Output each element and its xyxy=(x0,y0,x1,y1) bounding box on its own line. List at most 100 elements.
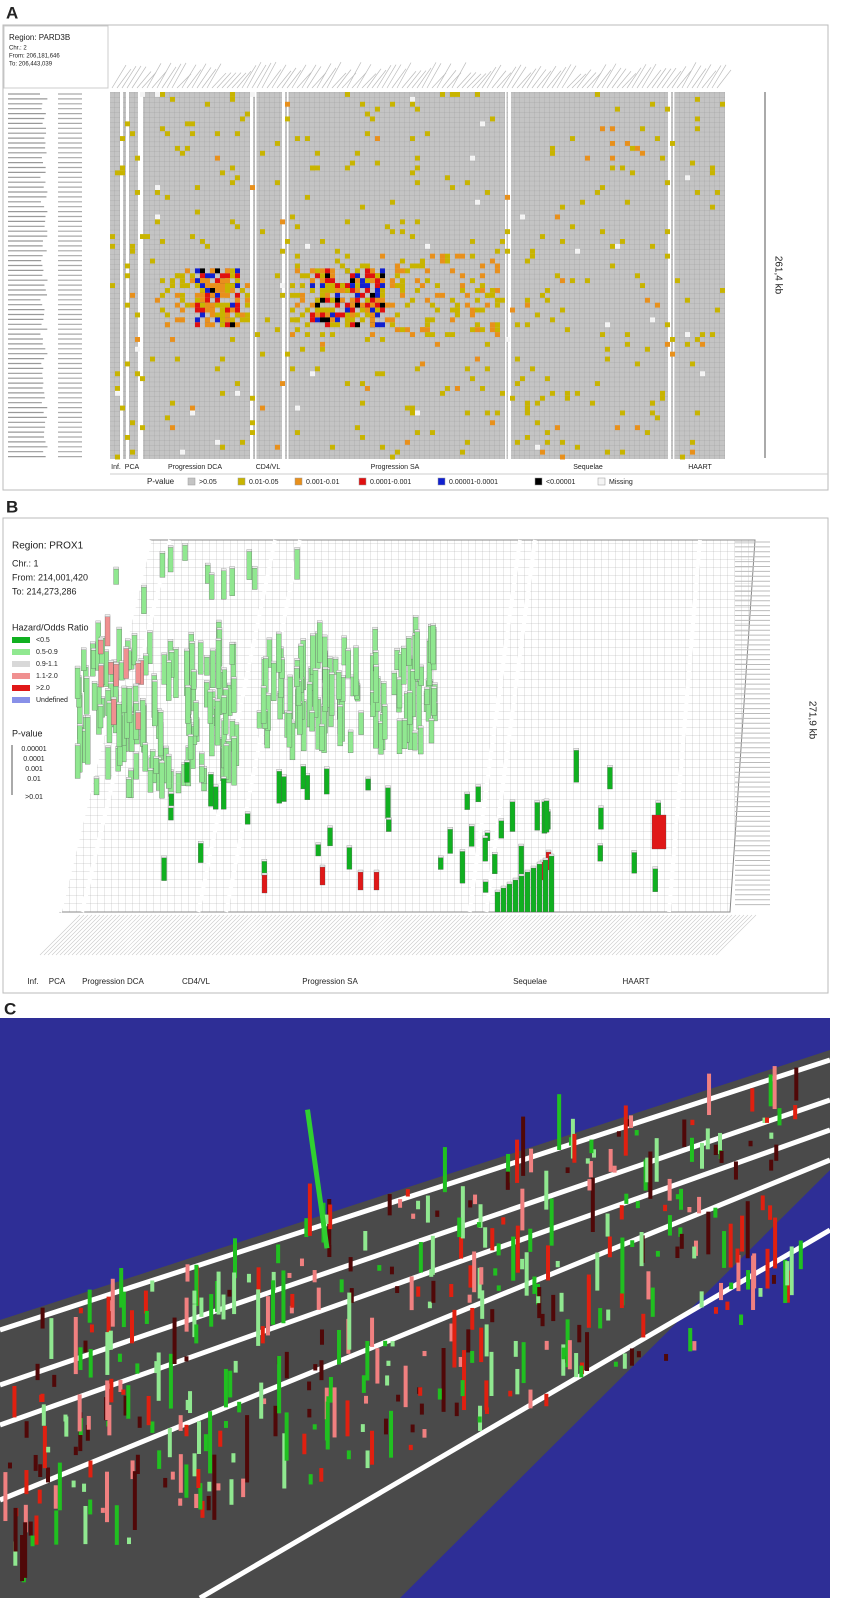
render-bar xyxy=(395,1286,400,1294)
bar xyxy=(111,698,117,725)
cell xyxy=(370,278,375,284)
bar xyxy=(98,665,104,688)
render-bar xyxy=(35,1363,40,1381)
cell xyxy=(435,307,440,313)
bar-top xyxy=(265,693,271,696)
cell xyxy=(380,297,385,303)
cell xyxy=(375,273,380,279)
render-bar xyxy=(616,1131,621,1137)
cell xyxy=(185,302,190,308)
bar-top xyxy=(132,683,139,687)
cell xyxy=(400,268,405,274)
render-bar xyxy=(785,1270,790,1303)
bar-top xyxy=(459,849,466,852)
cell xyxy=(485,292,490,298)
cell xyxy=(360,204,365,210)
cell xyxy=(450,185,455,190)
render-bar xyxy=(619,1293,624,1309)
render-bar xyxy=(332,1387,337,1438)
cell xyxy=(380,307,385,313)
render-bar xyxy=(172,1317,177,1365)
cell xyxy=(490,116,495,122)
bar-top xyxy=(373,650,379,653)
trait-label xyxy=(666,70,682,89)
cell xyxy=(490,258,495,264)
cell xyxy=(405,405,410,411)
cell xyxy=(330,332,335,337)
trait-label xyxy=(481,66,497,89)
cell xyxy=(560,278,565,284)
cell xyxy=(235,292,240,298)
render-bar xyxy=(386,1360,391,1366)
trait-label xyxy=(659,914,701,956)
bar-top xyxy=(147,768,154,771)
trait-label xyxy=(323,914,365,956)
legend-label: 0.9-1.1 xyxy=(36,661,58,668)
render-bar xyxy=(713,1207,718,1218)
render-bar xyxy=(137,1416,142,1428)
cell xyxy=(455,302,460,308)
cell xyxy=(380,302,385,308)
render-bar xyxy=(130,1310,135,1344)
trait-label xyxy=(491,70,507,89)
trait-label xyxy=(631,64,647,89)
render-bar xyxy=(473,1194,478,1205)
cell xyxy=(550,145,555,151)
render-bar xyxy=(150,1421,155,1433)
render-bar xyxy=(457,1217,462,1238)
cell xyxy=(210,288,215,293)
render-bar xyxy=(365,1450,370,1469)
render-bar xyxy=(682,1119,687,1147)
cell xyxy=(495,302,500,308)
cell xyxy=(235,307,240,313)
render-bar xyxy=(77,1394,82,1432)
bar xyxy=(81,649,87,671)
cell xyxy=(525,322,530,328)
cell xyxy=(425,317,430,323)
legend-label: Undefined xyxy=(36,697,68,704)
render-bar xyxy=(484,1407,489,1414)
trait-label xyxy=(703,914,745,956)
bar xyxy=(83,678,90,715)
bar-top xyxy=(365,776,371,780)
render-bar xyxy=(78,1347,83,1371)
render-bar xyxy=(282,1433,287,1489)
cell xyxy=(350,160,355,166)
render-bar xyxy=(324,1214,329,1224)
cell xyxy=(315,302,320,308)
cell xyxy=(365,268,370,274)
cell xyxy=(360,101,365,107)
trait-label xyxy=(531,69,547,89)
cell xyxy=(480,327,485,333)
cell xyxy=(290,292,295,298)
trait-label xyxy=(441,70,457,89)
render-bar xyxy=(154,1361,159,1374)
cell xyxy=(555,425,560,431)
cell xyxy=(665,229,670,235)
cell xyxy=(425,322,430,328)
trait-label xyxy=(315,914,357,956)
render-bar xyxy=(78,1307,83,1314)
cell xyxy=(260,405,265,411)
bar xyxy=(168,807,174,821)
trait-label xyxy=(701,70,717,89)
bar-top xyxy=(345,648,351,651)
cell xyxy=(640,126,645,132)
trait-label xyxy=(39,914,81,956)
trait-label xyxy=(606,67,622,89)
cell xyxy=(365,288,370,293)
render-bar xyxy=(184,1297,189,1332)
cell xyxy=(475,327,480,333)
cell xyxy=(225,307,230,313)
bar-top xyxy=(294,666,300,669)
render-bar xyxy=(416,1200,421,1210)
cell xyxy=(365,386,370,391)
cell xyxy=(210,302,215,308)
cell xyxy=(295,224,300,230)
cell xyxy=(160,92,165,97)
cell xyxy=(325,273,330,279)
cell xyxy=(575,390,580,396)
cell xyxy=(425,297,430,303)
cell xyxy=(205,101,210,107)
trait-label xyxy=(716,69,732,89)
